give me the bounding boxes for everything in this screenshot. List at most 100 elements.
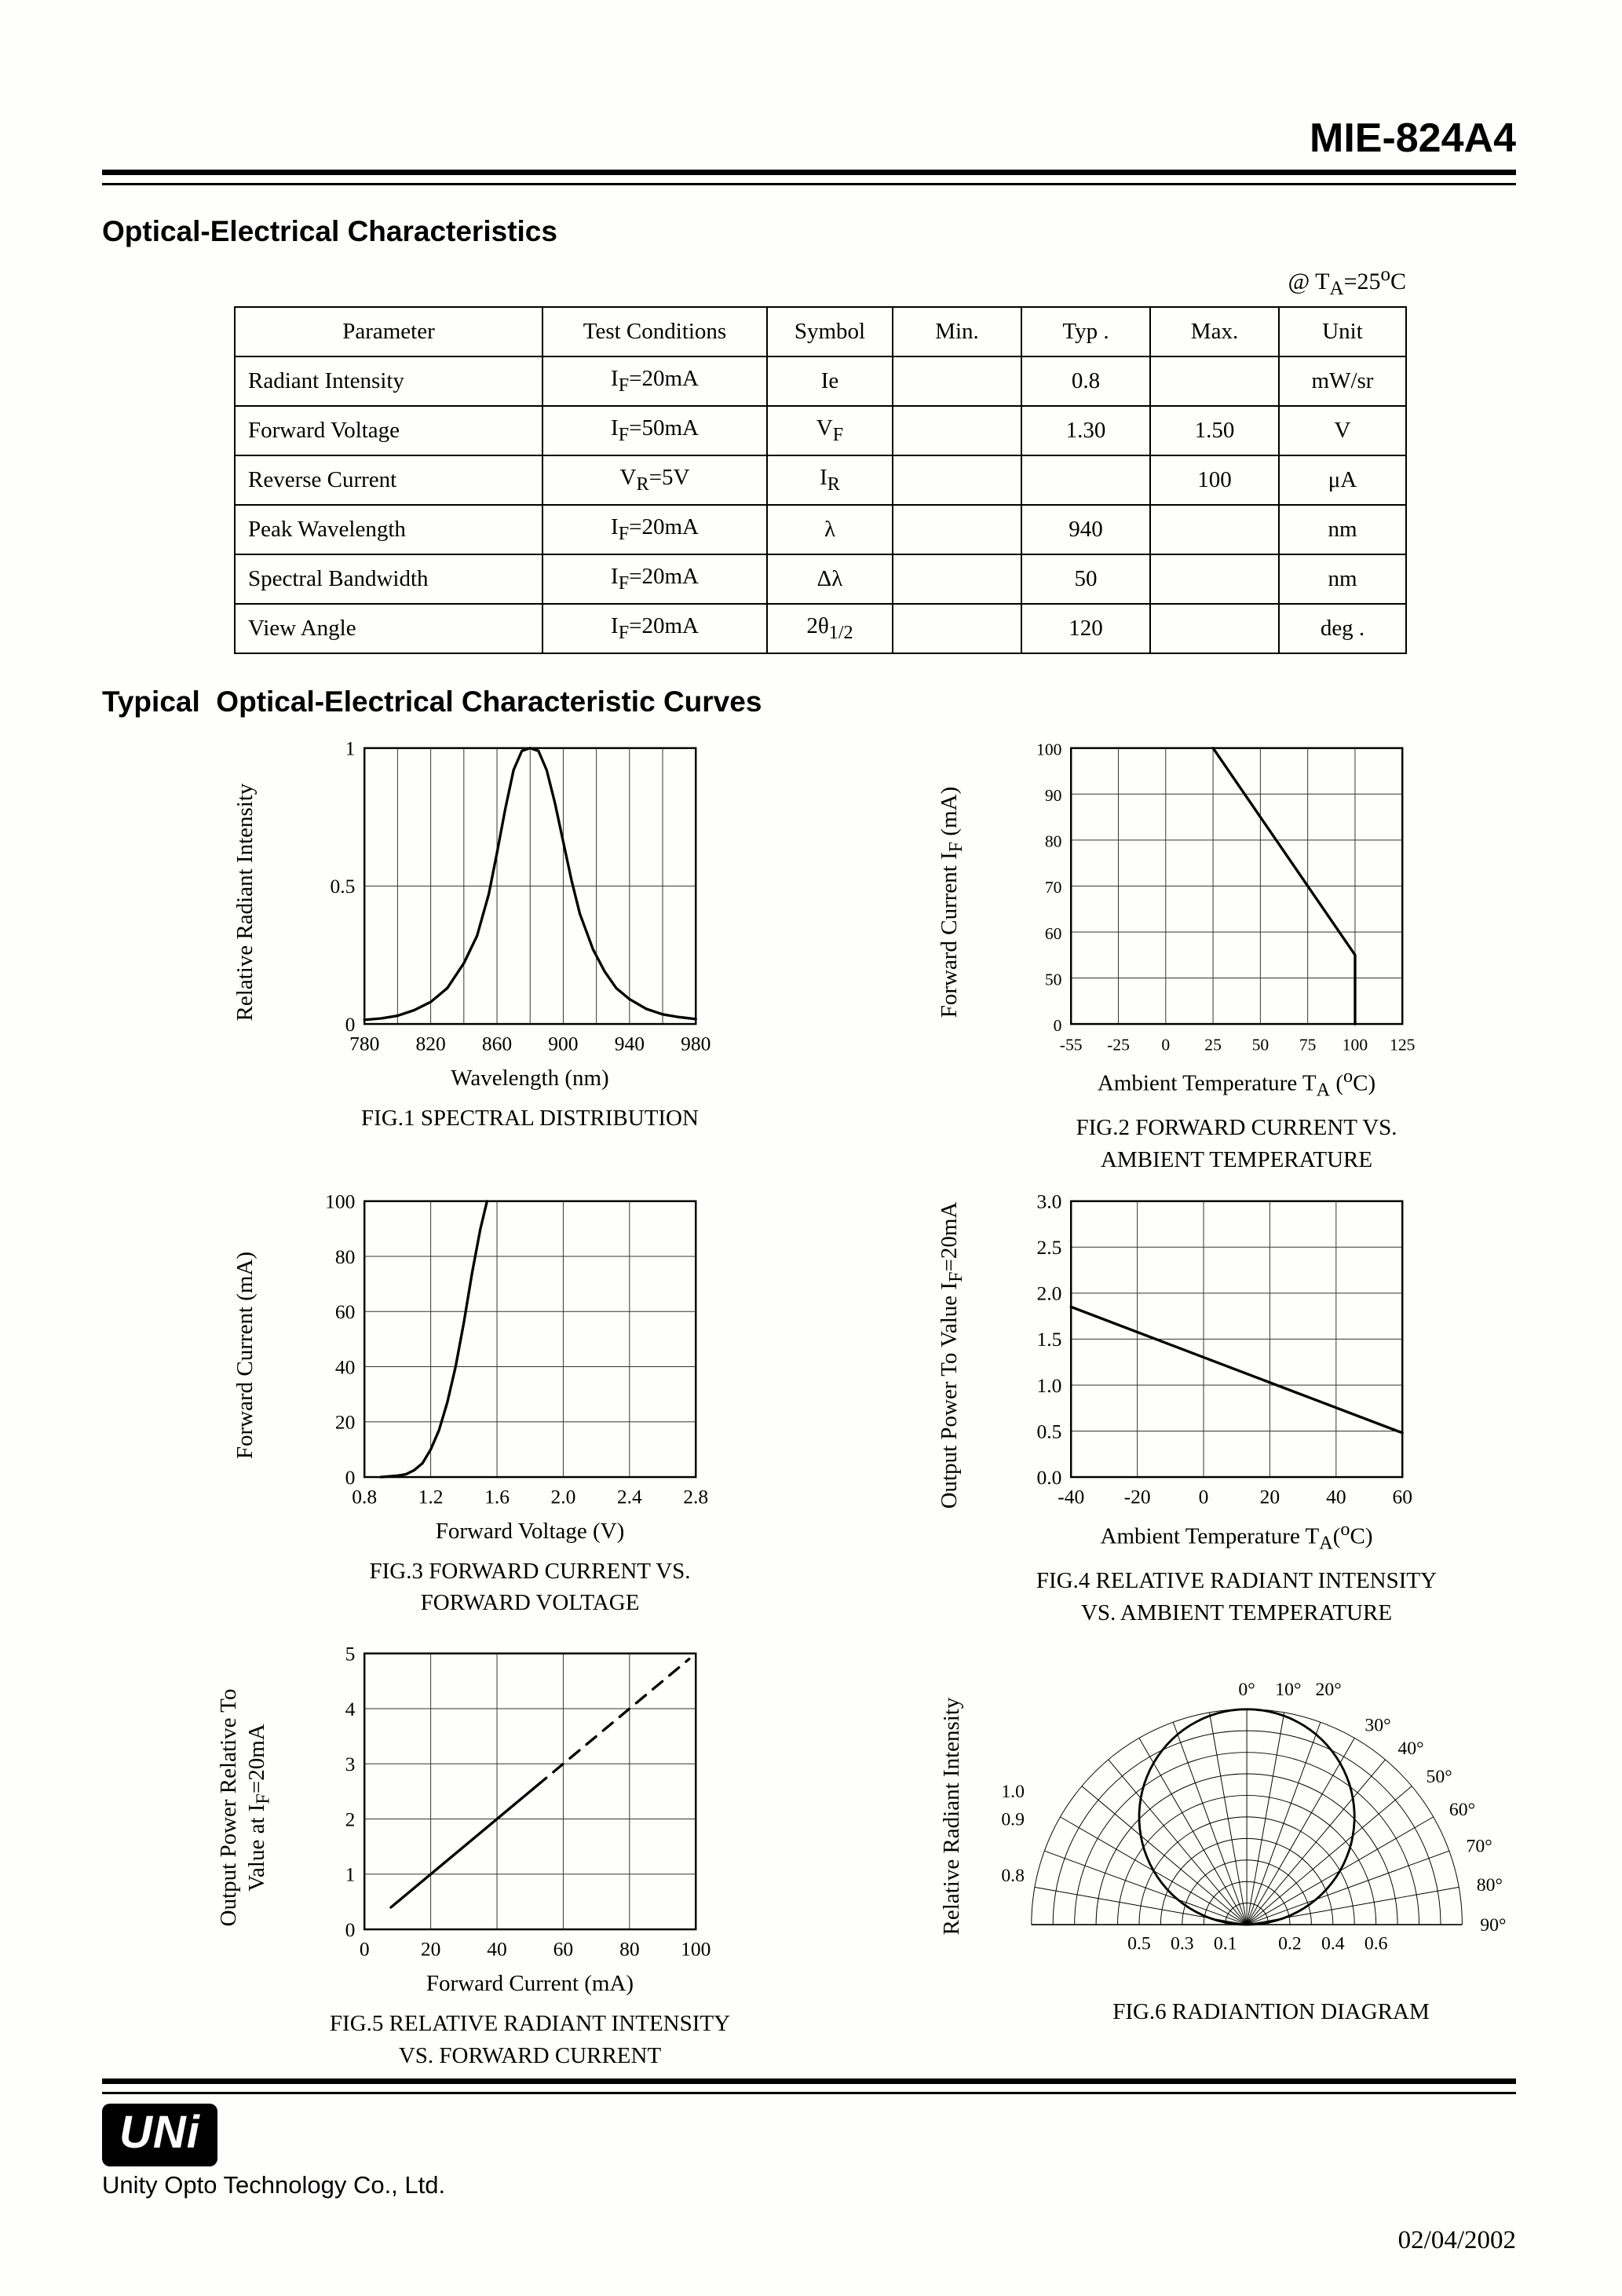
fig6-ylabel-wrap: Relative Radiant Intensity: [919, 1641, 985, 1991]
svg-text:0.6: 0.6: [1364, 1934, 1388, 1954]
fig4-x-axis-label: Ambient Temperature TA(oC): [1100, 1518, 1373, 1554]
fig6-plot: 0° 10° 20° 30° 40°50° 60° 70° 80° 90° 1.0 0.9 0.8 0.…: [1001, 1680, 1506, 1954]
svg-text:0: 0: [360, 1938, 370, 1961]
svg-text:75: 75: [1299, 1035, 1317, 1054]
fig3-caption: FIG.3 FORWARD CURRENT VS. FORWARD VOLTAGE: [369, 1558, 691, 1616]
fig4-plot: -40 -20 0 20 40 60 0.0 0.5 1.0 1.5 2.0 2.5 3.0: [1037, 1190, 1412, 1508]
value-cell: 50: [1021, 554, 1151, 605]
value-cell: [892, 356, 1022, 407]
value-cell: 2θ1/2: [766, 603, 893, 654]
fig5-body: Output Power Relative To Value at IF=20mA…: [212, 1641, 809, 1974]
value-cell: 940: [1021, 504, 1151, 555]
svg-text:0°: 0°: [1238, 1680, 1255, 1700]
value-cell: Δλ: [766, 554, 893, 605]
svg-text:25: 25: [1204, 1035, 1222, 1054]
svg-text:100: 100: [1036, 740, 1061, 759]
value-cell: IF=20mA: [542, 554, 768, 605]
svg-text:0: 0: [1161, 1035, 1170, 1054]
svg-text:0: 0: [345, 1918, 356, 1941]
svg-text:70: 70: [1045, 878, 1062, 897]
svg-text:1.5: 1.5: [1037, 1328, 1062, 1351]
svg-text:60: 60: [1392, 1485, 1412, 1508]
svg-text:40°: 40°: [1397, 1738, 1423, 1759]
fig2-caption: FIG.2 FORWARD CURRENT VS. AMBIENT TEMPERA…: [1076, 1115, 1397, 1173]
svg-text:40: 40: [487, 1938, 507, 1961]
value-cell: [1149, 554, 1280, 605]
fig4-ylabel-wrap: Output Power To Value IF=20mA: [919, 1189, 985, 1522]
svg-text:-20: -20: [1124, 1485, 1151, 1508]
header-cell: Typ .: [1021, 306, 1151, 357]
value-cell: mW/sr: [1278, 356, 1407, 407]
table-row: Reverse Current VR=5V IR 100 μA: [234, 455, 1407, 506]
fig3-y-axis-label: Forward Current (mA): [232, 1251, 258, 1459]
uni-logo: UNi: [102, 2104, 217, 2166]
svg-text:20: 20: [421, 1938, 441, 1961]
svg-text:0.8: 0.8: [352, 1485, 377, 1508]
fig6-body: Relative Radiant Intensity 0° 10° 20° 30° 40…: [919, 1641, 1516, 1991]
table-row: Radiant Intensity IF=20mA Ie 0.8 mW/sr: [234, 356, 1407, 407]
svg-text:100: 100: [325, 1190, 355, 1212]
svg-text:50: 50: [1252, 1035, 1269, 1054]
value-cell: IR: [766, 455, 893, 506]
oe-table: Parameter Test Conditions Symbol Min. Typ .M…: [234, 306, 1407, 654]
parameter-cell: Forward Voltage: [234, 405, 543, 456]
table-row: Peak Wavelength IF=20mA λ 940 nm: [234, 504, 1407, 555]
svg-text:-40: -40: [1058, 1485, 1084, 1508]
company-name: Unity Opto Technology Co., Ltd.: [102, 2171, 446, 2199]
value-cell: [1021, 455, 1151, 506]
svg-text:2.5: 2.5: [1037, 1236, 1062, 1259]
figure-5-intensity-vs-current: Output Power Relative To Value at IF=20mA…: [212, 1641, 809, 2071]
figure-1-spectral-distribution: Relative Radiant Intensity 780 820 860 900 9…: [212, 736, 809, 1176]
svg-text:0: 0: [1054, 1016, 1062, 1035]
value-cell: [1149, 504, 1280, 555]
svg-text:60: 60: [1045, 924, 1062, 943]
value-cell: IF=20mA: [542, 356, 768, 407]
value-cell: nm: [1278, 504, 1407, 555]
svg-text:2.0: 2.0: [550, 1485, 575, 1508]
svg-text:60: 60: [553, 1938, 574, 1961]
value-cell: 1.30: [1021, 405, 1151, 456]
value-cell: [892, 405, 1022, 456]
fig1-plot: 780 820 860 900 940 980 0 0.5 1: [331, 737, 711, 1055]
fig5-plot: 0 20 40 60 80 100 0 1 2 3 4 5: [345, 1643, 711, 1961]
value-cell: λ: [766, 504, 893, 555]
svg-text:3.0: 3.0: [1037, 1190, 1062, 1212]
svg-text:1: 1: [345, 1863, 356, 1886]
fig3-body: Forward Current (mA) 0.8 1.2 1.6 2.0 2.4 2.8 0…: [212, 1189, 809, 1522]
fig1-x-axis-label: Wavelength (nm): [451, 1066, 609, 1091]
fig4-y-axis-label: Output Power To Value IF=20mA: [937, 1201, 966, 1509]
parameter-cell: View Angle: [234, 603, 543, 654]
table-row: Forward Voltage IF=50mA VF 1.30 1.50 V: [234, 405, 1407, 456]
value-cell: deg .: [1278, 603, 1407, 654]
parameter-cell: Peak Wavelength: [234, 504, 543, 555]
section-title-curves: Typical Optical-Electrical Characteristi…: [102, 686, 762, 718]
document-date: 02/04/2002: [1397, 2226, 1516, 2254]
svg-text:50: 50: [1045, 970, 1062, 989]
value-cell: VF: [766, 405, 893, 456]
svg-text:1.0: 1.0: [1037, 1373, 1062, 1396]
svg-text:40: 40: [1326, 1485, 1346, 1508]
svg-text:30°: 30°: [1364, 1716, 1390, 1736]
svg-text:1.0: 1.0: [1001, 1782, 1025, 1802]
svg-text:4: 4: [345, 1698, 356, 1720]
svg-text:80: 80: [335, 1245, 356, 1267]
svg-text:0.4: 0.4: [1321, 1934, 1345, 1954]
svg-text:100: 100: [1343, 1035, 1368, 1054]
svg-text:980: 980: [681, 1032, 711, 1055]
fig3-plot: 0.8 1.2 1.6 2.0 2.4 2.8 0 20 40 60 80 100: [325, 1190, 708, 1508]
footer: UNi Unity Opto Technology Co., Ltd. 02/0…: [102, 2067, 1516, 2255]
svg-text:0: 0: [345, 1466, 356, 1489]
value-cell: nm: [1278, 554, 1407, 605]
value-cell: [892, 504, 1022, 555]
svg-text:5: 5: [345, 1643, 356, 1665]
svg-text:0.3: 0.3: [1171, 1934, 1194, 1954]
value-cell: 1.50: [1149, 405, 1280, 456]
value-cell: 120: [1021, 603, 1151, 654]
fig2-y-axis-label: Forward Current IF (mA): [937, 786, 966, 1018]
svg-text:940: 940: [615, 1032, 645, 1055]
parameter-cell: Radiant Intensity: [234, 356, 543, 407]
fig5-caption: FIG.5 RELATIVE RADIANT INTENSITY VS. FORW…: [329, 2011, 731, 2068]
value-cell: V: [1278, 405, 1407, 456]
value-cell: [892, 603, 1022, 654]
fig4-caption: FIG.4 RELATIVE RADIANT INTENSITY VS. AMBI…: [1036, 1568, 1438, 1625]
